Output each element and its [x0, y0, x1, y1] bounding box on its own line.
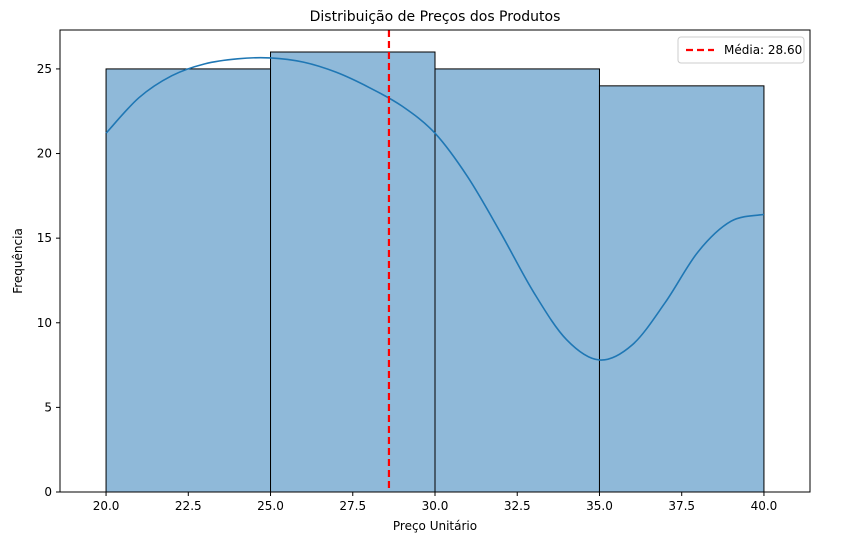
histogram-bar-2: [270, 51, 436, 493]
y-tick-label: 10: [37, 316, 52, 330]
x-tick-label: 35.0: [586, 499, 613, 513]
legend: Média: 28.60: [677, 36, 805, 64]
kde-curve: [105, 56, 765, 361]
x-tick-label: 30.0: [422, 499, 449, 513]
x-tick-label: 20.0: [93, 499, 120, 513]
y-axis-ticks: 0 5 10 15 20 25: [37, 62, 60, 499]
x-tick-label: 32.5: [504, 499, 531, 513]
x-tick-label: 22.5: [175, 499, 202, 513]
x-tick-label: 40.0: [751, 499, 778, 513]
x-axis-label: Preço Unitário: [393, 519, 477, 533]
histogram-bar-4: [598, 85, 765, 493]
x-tick-label: 37.5: [668, 499, 695, 513]
y-tick-label: 25: [37, 62, 52, 76]
kde-group: [105, 56, 765, 361]
x-tick-label: 25.0: [257, 499, 284, 513]
x-tick-label: 27.5: [339, 499, 366, 513]
y-axis-label: Frequência: [11, 228, 25, 294]
y-tick-label: 0: [44, 485, 52, 499]
histogram-bar-3: [434, 68, 600, 493]
bars-group: [105, 51, 765, 493]
legend-mean-label: Média: 28.60: [724, 43, 802, 57]
chart-title: Distribuição de Preços dos Produtos: [310, 9, 561, 25]
y-tick-label: 5: [44, 400, 52, 414]
legend-box: [677, 36, 805, 64]
histogram-bar-1: [105, 68, 272, 493]
y-tick-label: 20: [37, 147, 52, 161]
x-axis-ticks: 20.0 22.5 25.0 27.5 30.0 32.5 35.0 37.5 40.0: [93, 492, 778, 513]
y-tick-label: 15: [37, 231, 52, 245]
